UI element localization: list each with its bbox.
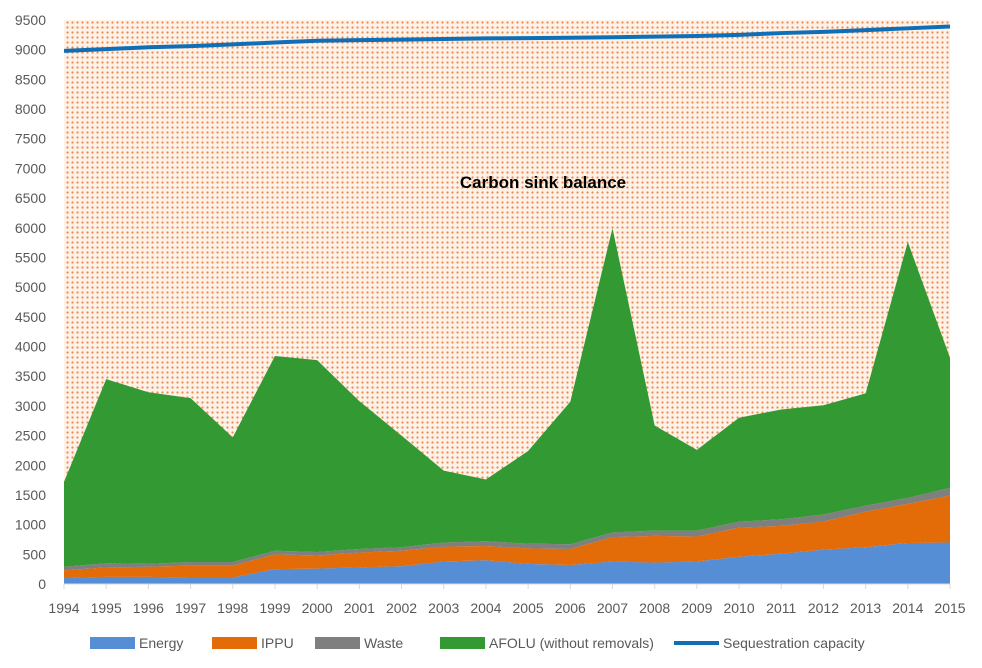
legend-swatch [90,637,135,649]
legend-item: Sequestration capacity [674,635,865,651]
x-tick-label: 2013 [850,600,881,616]
x-tick-label: 1995 [91,600,122,616]
y-tick-label: 5500 [15,249,46,265]
y-tick-label: 9000 [15,42,46,58]
x-tick-label: 2009 [681,600,712,616]
y-tick-label: 4500 [15,309,46,325]
x-tick-label: 2008 [639,600,670,616]
area-energy [64,542,950,584]
legend-item: IPPU [212,635,294,651]
y-tick-label: 8000 [15,101,46,117]
x-tick-label: 2000 [302,600,333,616]
x-tick-label: 2010 [723,600,754,616]
y-tick-label: 0 [38,576,46,592]
x-tick-label: 1994 [48,600,79,616]
x-tick-label: 2002 [386,600,417,616]
legend-swatch [440,637,485,649]
legend-item: Energy [90,635,183,651]
legend-item: Waste [315,635,403,651]
y-tick-label: 6500 [15,190,46,206]
x-tick-label: 2015 [934,600,965,616]
legend-label: Energy [139,635,183,651]
x-tick-label: 1996 [133,600,164,616]
area-ippu [64,495,950,579]
y-tick-label: 7500 [15,131,46,147]
y-tick-label: 2500 [15,428,46,444]
legend-swatch [315,637,360,649]
x-tick-label: 2004 [470,600,501,616]
y-tick-label: 4000 [15,339,46,355]
x-tick-label: 2001 [344,600,375,616]
y-tick-label: 6000 [15,220,46,236]
y-tick-label: 5000 [15,279,46,295]
legend-swatch [212,637,257,649]
legend-label: AFOLU (without removals) [489,635,654,651]
x-tick-label: 2005 [513,600,544,616]
y-tick-label: 3000 [15,398,46,414]
y-tick-label: 9500 [15,12,46,28]
legend-item: AFOLU (without removals) [440,635,654,651]
carbon-sink-balance-label: Carbon sink balance [460,173,626,192]
legend-label: IPPU [261,635,294,651]
legend-label: Sequestration capacity [723,635,865,651]
y-tick-label: 2000 [15,457,46,473]
x-tick-label: 2012 [808,600,839,616]
legend-label: Waste [364,635,403,651]
sequestration-capacity-line [63,24,951,53]
y-tick-label: 1500 [15,487,46,503]
x-tick-label: 2003 [428,600,459,616]
x-tick-label: 2014 [892,600,923,616]
y-tick-label: 3500 [15,368,46,384]
x-tick-label: 1997 [175,600,206,616]
x-tick-label: 1999 [259,600,290,616]
x-tick-label: 2007 [597,600,628,616]
y-tick-label: 1000 [15,517,46,533]
y-tick-label: 500 [23,546,47,562]
x-tick-label: 2006 [555,600,586,616]
area-afolu-without-removals [64,228,950,567]
y-tick-label: 7000 [15,160,46,176]
x-tick-label: 1998 [217,600,248,616]
x-tick-label: 2011 [766,600,796,616]
y-tick-label: 8500 [15,71,46,87]
